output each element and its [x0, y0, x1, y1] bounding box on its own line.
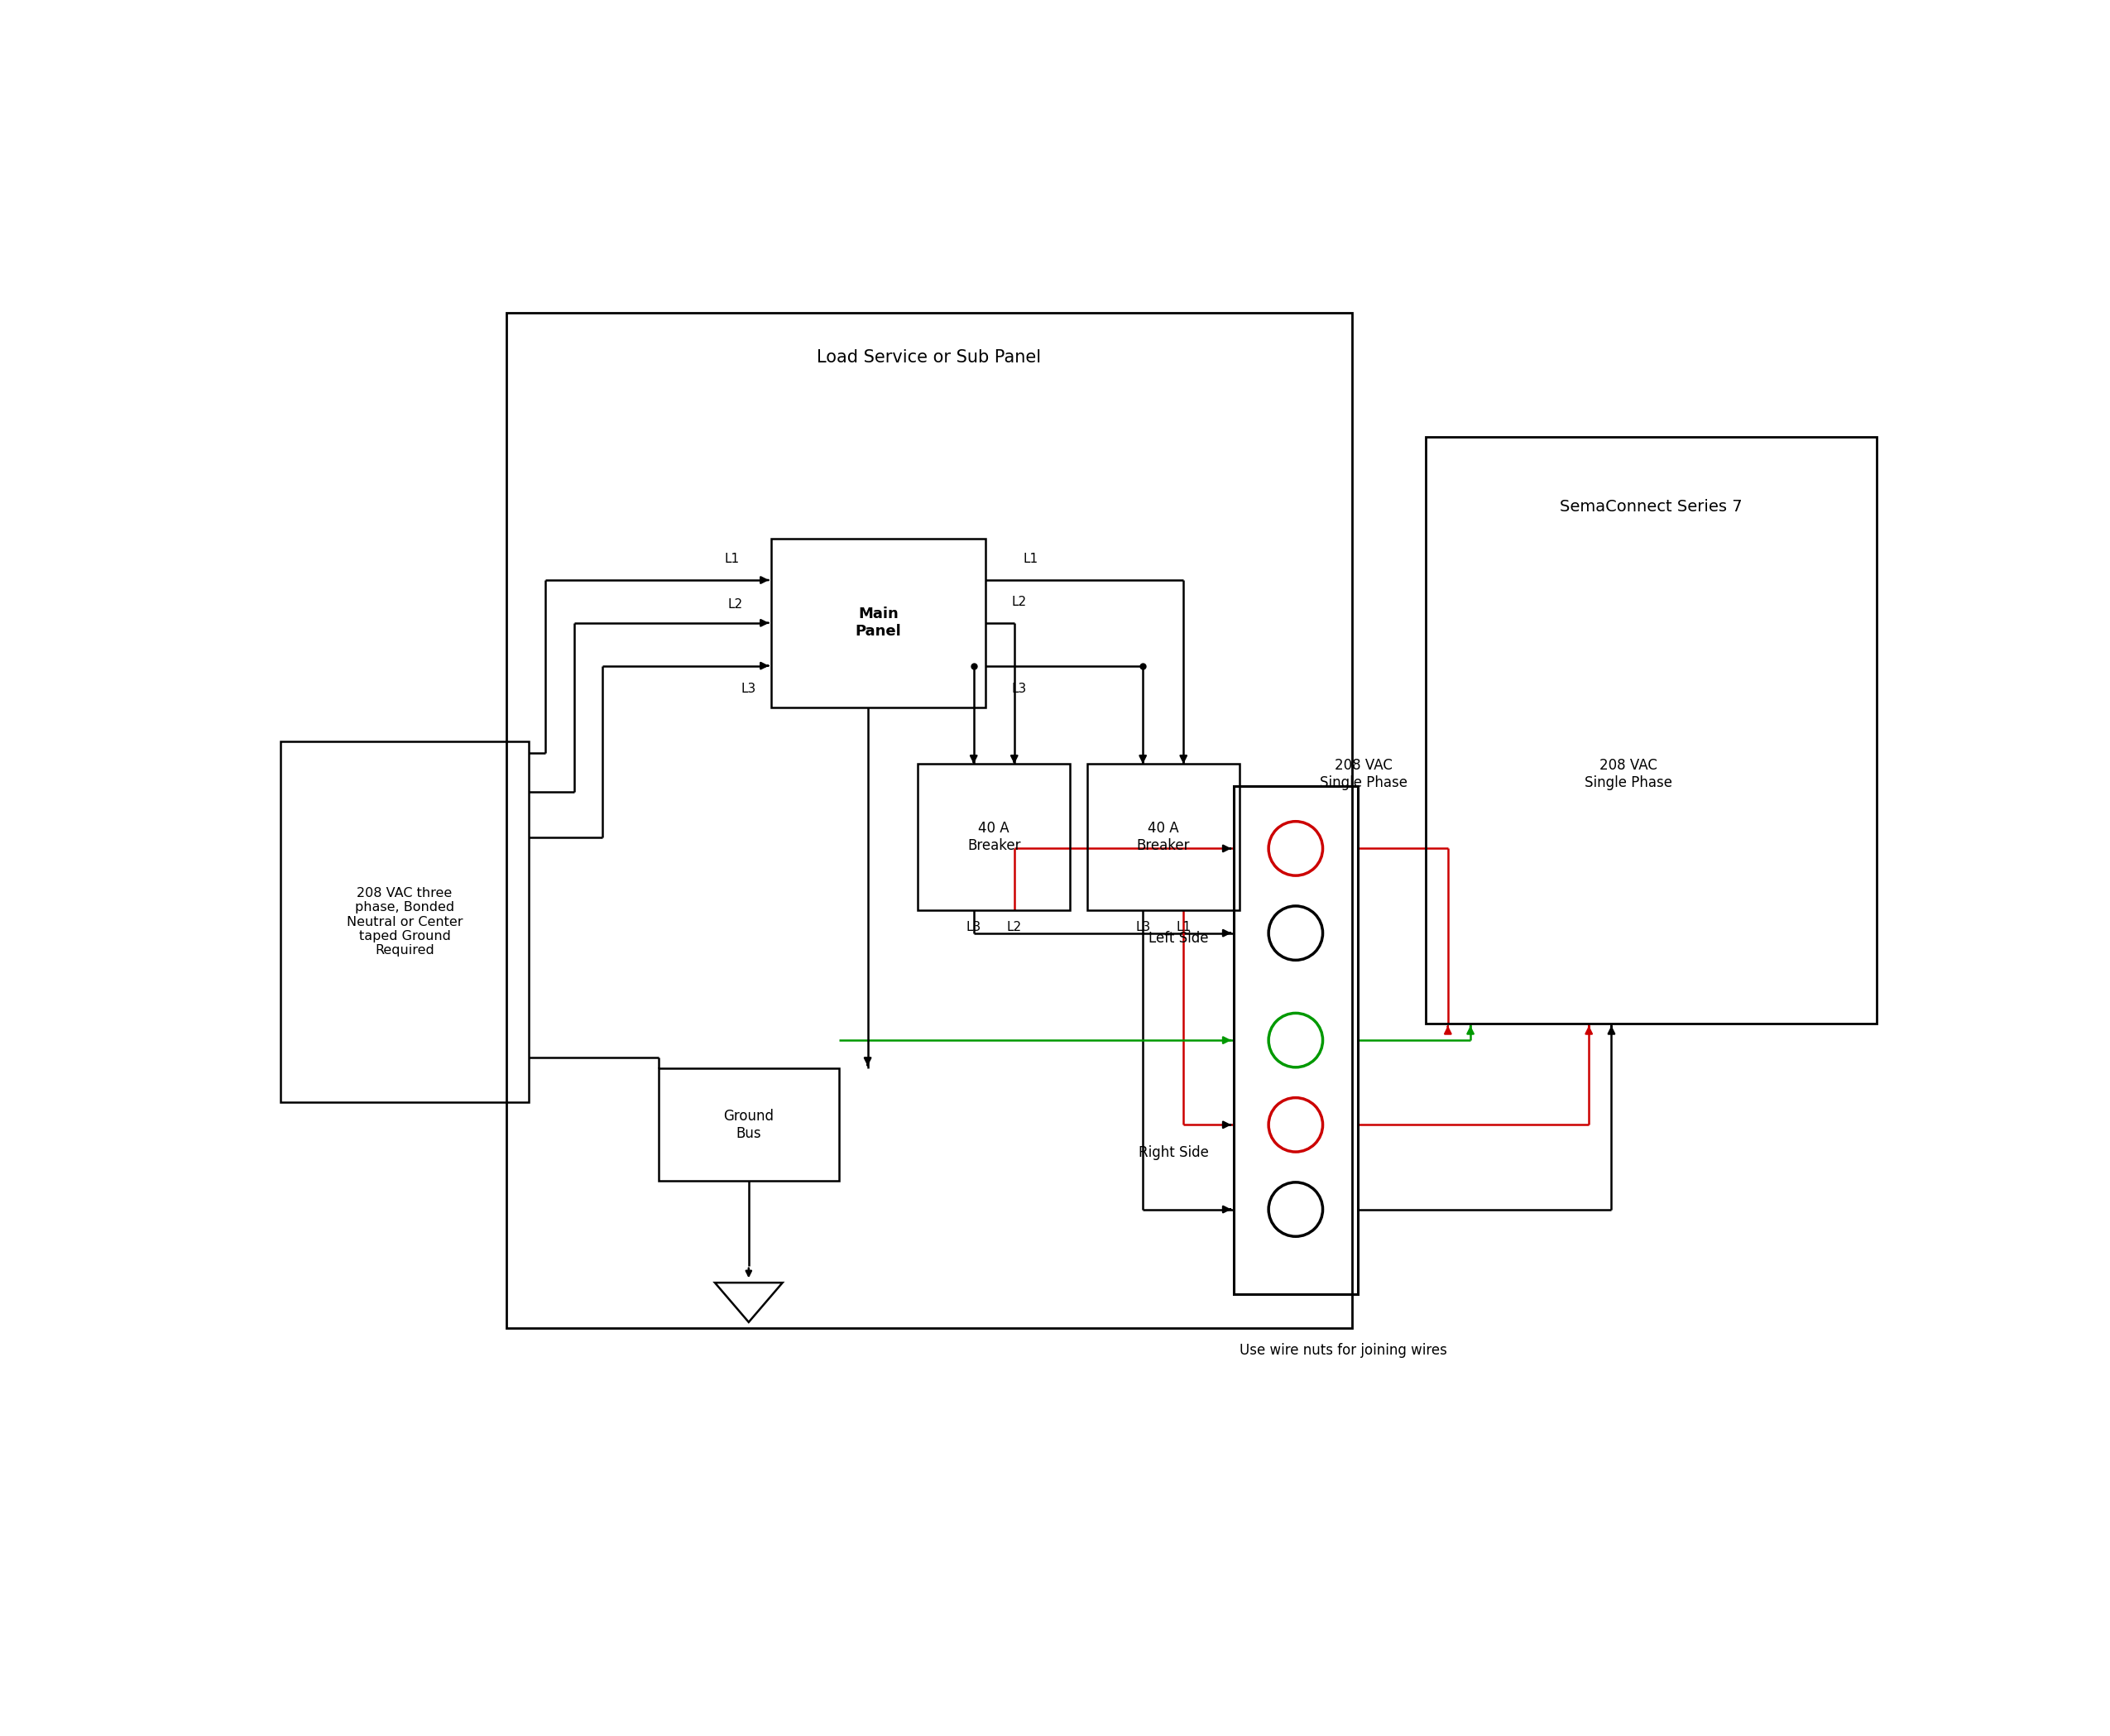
Text: L3: L3: [741, 682, 755, 694]
Circle shape: [1268, 1182, 1323, 1236]
Circle shape: [1268, 1097, 1323, 1153]
Text: Ground
Bus: Ground Bus: [724, 1109, 774, 1141]
Text: L1: L1: [724, 554, 738, 566]
Text: L1: L1: [1175, 922, 1190, 934]
Text: L3: L3: [1013, 682, 1028, 694]
Bar: [772, 538, 985, 708]
Text: L2: L2: [1006, 922, 1021, 934]
Text: SemaConnect Series 7: SemaConnect Series 7: [1559, 498, 1743, 514]
Text: L2: L2: [728, 599, 743, 611]
Text: L3: L3: [966, 922, 981, 934]
Circle shape: [1268, 821, 1323, 875]
Text: L3: L3: [1135, 922, 1150, 934]
Circle shape: [1268, 906, 1323, 960]
Bar: [281, 741, 530, 1102]
Bar: [1234, 786, 1357, 1293]
Text: 208 VAC
Single Phase: 208 VAC Single Phase: [1585, 759, 1673, 790]
Text: Use wire nuts for joining wires: Use wire nuts for joining wires: [1239, 1344, 1447, 1358]
Bar: [918, 764, 1070, 910]
Text: Right Side: Right Side: [1139, 1146, 1209, 1160]
Text: Main
Panel: Main Panel: [855, 608, 901, 639]
Circle shape: [1268, 1014, 1323, 1068]
Text: Left Side: Left Side: [1148, 930, 1209, 946]
Text: L1: L1: [1023, 554, 1038, 566]
Text: 40 A
Breaker: 40 A Breaker: [1137, 821, 1190, 854]
Text: Load Service or Sub Panel: Load Service or Sub Panel: [817, 349, 1042, 366]
Bar: [506, 312, 1353, 1328]
Text: 208 VAC
Single Phase: 208 VAC Single Phase: [1319, 759, 1407, 790]
Text: 40 A
Breaker: 40 A Breaker: [966, 821, 1021, 854]
Text: 208 VAC three
phase, Bonded
Neutral or Center
taped Ground
Required: 208 VAC three phase, Bonded Neutral or C…: [346, 887, 462, 957]
Text: L2: L2: [1013, 595, 1028, 608]
Bar: [1426, 437, 1876, 1023]
Bar: [658, 1068, 840, 1180]
Bar: [1087, 764, 1239, 910]
